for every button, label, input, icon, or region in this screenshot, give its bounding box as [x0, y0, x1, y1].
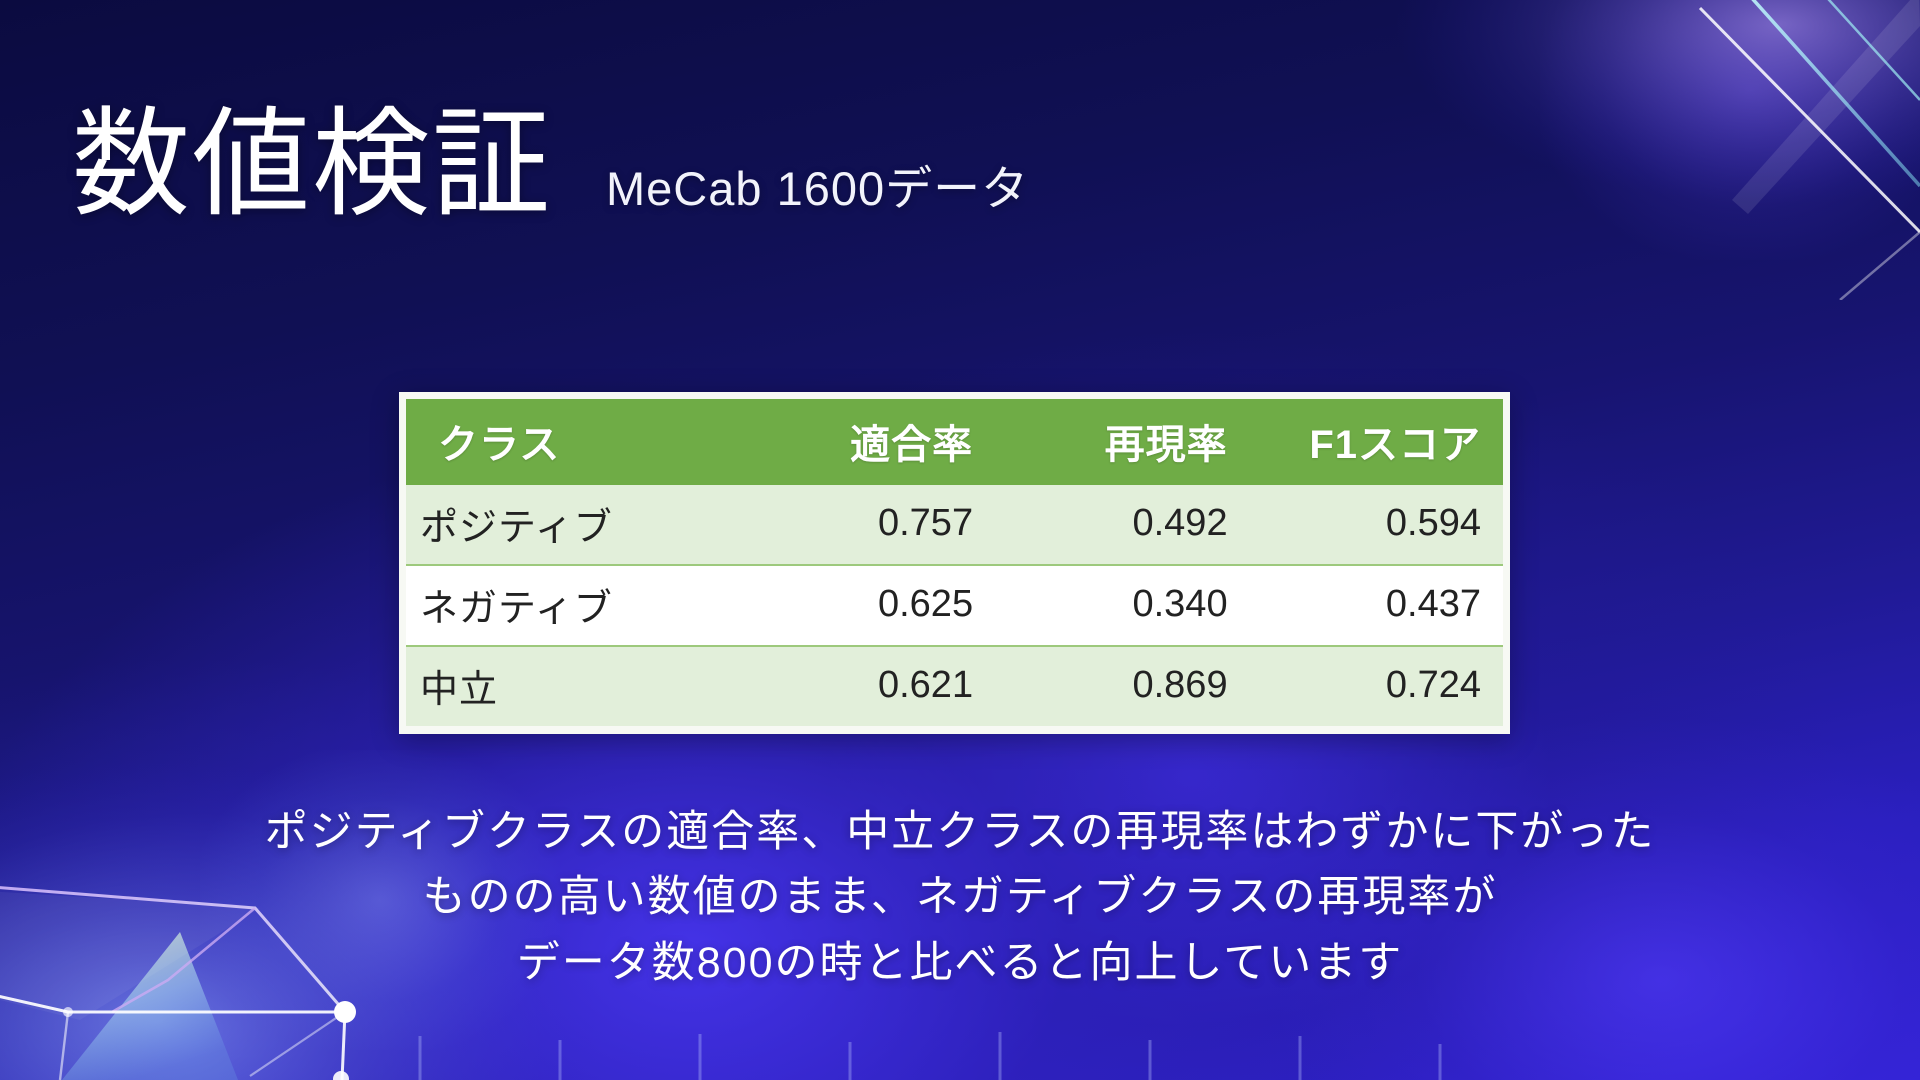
metrics-table: クラス 適合率 再現率 F1スコア ポジティブ 0.757 0.492 0.59…	[406, 399, 1503, 726]
cell-recall-negative: 0.340	[995, 565, 1250, 647]
cell-class-neutral: 中立	[406, 646, 741, 726]
bottom-tick-marks-decoration	[418, 1032, 1442, 1080]
cell-f1-neutral: 0.724	[1249, 646, 1503, 726]
cell-class-positive: ポジティブ	[406, 485, 741, 566]
table-row: 中立 0.621 0.869 0.724	[406, 646, 1503, 726]
summary-line-2: ものの高い数値のまま、ネガティブクラスの再現率が	[422, 873, 1498, 922]
glow-topright-decoration	[1540, 0, 1920, 260]
topright-lineart-decoration	[1280, 0, 1920, 300]
page-title: 数値検証	[72, 99, 553, 232]
cell-class-negative: ネガティブ	[406, 565, 741, 647]
table-row: ネガティブ 0.625 0.340 0.437	[406, 565, 1503, 647]
summary-line-3: データ数800の時と比べると向上しています	[516, 938, 1404, 987]
column-header-recall: 再現率	[995, 399, 1250, 485]
column-header-precision: 適合率	[740, 399, 996, 485]
cell-precision-neutral: 0.621	[740, 646, 996, 726]
cell-f1-positive: 0.594	[1249, 485, 1503, 566]
title-block: 数値検証 MeCab 1600データ	[72, 22, 1029, 310]
metrics-table-container: クラス 適合率 再現率 F1スコア ポジティブ 0.757 0.492 0.59…	[399, 392, 1510, 734]
cell-recall-positive: 0.492	[995, 485, 1250, 566]
page-subtitle: MeCab 1600データ	[606, 162, 1030, 216]
column-header-class: クラス	[406, 399, 741, 485]
cell-precision-positive: 0.757	[740, 485, 996, 566]
cell-precision-negative: 0.625	[740, 565, 996, 647]
table-row: ポジティブ 0.757 0.492 0.594	[406, 485, 1503, 566]
cell-recall-neutral: 0.869	[995, 646, 1250, 726]
metrics-table-body: ポジティブ 0.757 0.492 0.594 ネガティブ 0.625 0.34…	[406, 485, 1503, 726]
summary-text-block: ポジティブクラスの適合率、中立クラスの再現率はわずかに下がった ものの高い数値の…	[0, 800, 1920, 996]
column-header-f1: F1スコア	[1249, 399, 1503, 485]
table-header-row: クラス 適合率 再現率 F1スコア	[406, 399, 1503, 485]
summary-line-1: ポジティブクラスの適合率、中立クラスの再現率はわずかに下がった	[264, 808, 1656, 856]
cell-f1-negative: 0.437	[1249, 565, 1503, 647]
metrics-table-header: クラス 適合率 再現率 F1スコア	[406, 399, 1503, 485]
